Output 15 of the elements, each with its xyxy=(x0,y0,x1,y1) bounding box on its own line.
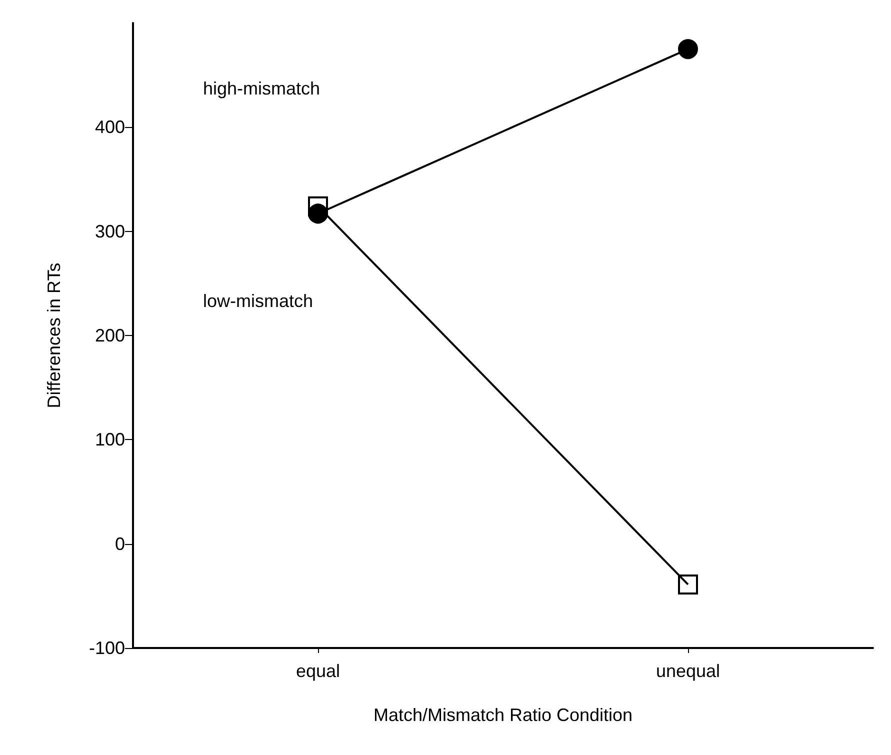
y-tick-label: 0 xyxy=(114,534,125,554)
y-tick-label: -100 xyxy=(88,638,125,658)
annotation: low-mismatch xyxy=(203,290,314,311)
annotation: high-mismatch xyxy=(203,78,320,98)
y-axis-title: Differences in RTs xyxy=(44,262,64,408)
point xyxy=(308,196,328,216)
point xyxy=(678,574,698,594)
x-tick-label: unequal xyxy=(656,661,720,681)
y-tick-label: 100 xyxy=(94,430,125,450)
y-tick-label: 400 xyxy=(94,117,125,138)
x-axis-title: Match/Mismatch Ratio Condition xyxy=(373,705,633,725)
point xyxy=(678,39,698,60)
y-tick-label: 200 xyxy=(94,326,125,346)
x-tick-label: equal xyxy=(296,661,340,681)
y-tick-label: 300 xyxy=(94,221,125,242)
